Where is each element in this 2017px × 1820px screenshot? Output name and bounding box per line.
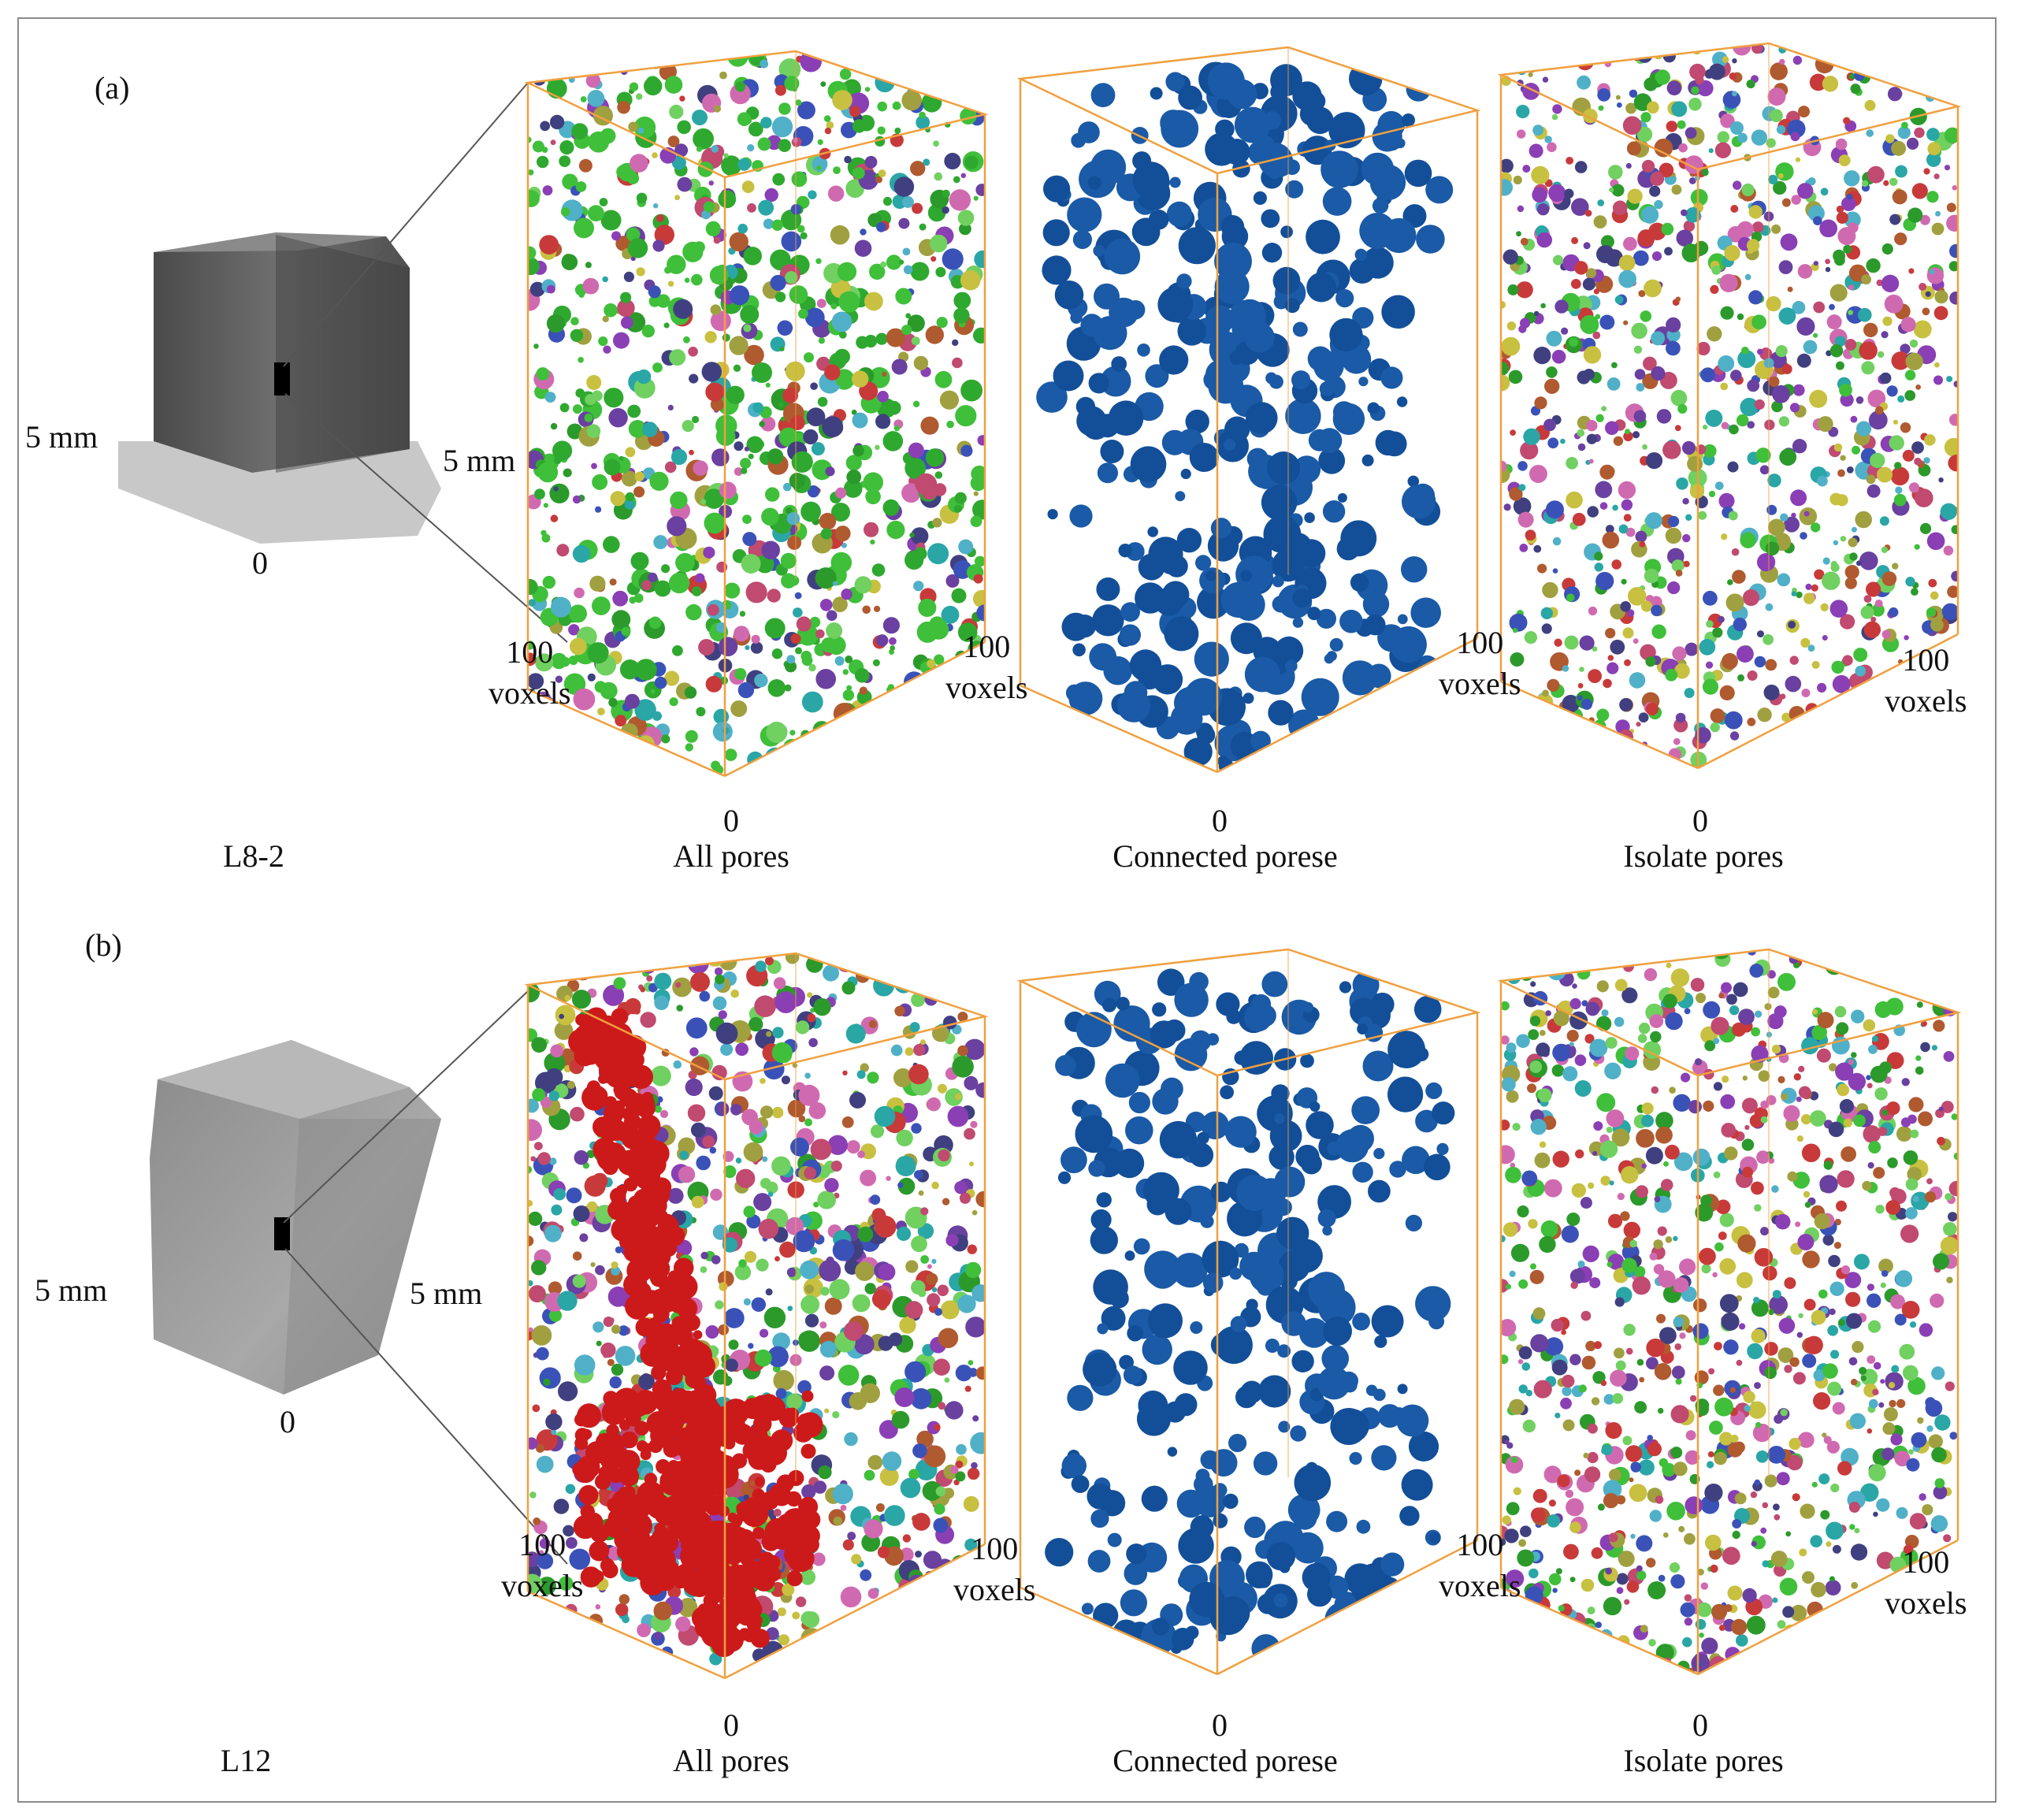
sample-region-marker-b <box>274 1217 290 1250</box>
sample-a-origin: 0 <box>252 545 268 581</box>
zoom-connectors <box>283 82 568 1565</box>
a-all-left-extent: 100 voxels <box>488 632 570 714</box>
sample-b-origin: 0 <box>280 1404 295 1439</box>
a-iso-pore-texture <box>1501 43 1958 768</box>
a-all-caption: All pores <box>673 838 789 874</box>
b-conn-volume <box>1016 948 1481 1676</box>
b-all-left-unit: voxels <box>501 1568 584 1603</box>
b-all-volume <box>524 952 989 1680</box>
b-all-left-extent: 100 voxels <box>501 1525 583 1606</box>
a-iso-right-count: 100 <box>1902 642 1950 678</box>
b-iso-origin: 0 <box>1692 1707 1708 1743</box>
a-iso-origin: 0 <box>1692 803 1708 838</box>
a-iso-right-extent: 100 voxels <box>1885 640 1967 722</box>
a-iso-volume <box>1497 42 1962 770</box>
b-iso-right-extent: 100 voxels <box>1885 1542 1967 1624</box>
sample-l8-2-image <box>118 232 441 544</box>
a-iso-caption: Isolate pores <box>1623 838 1784 874</box>
sample-b-right-dim: 5 mm <box>410 1276 483 1311</box>
sample-b-name: L12 <box>220 1743 272 1778</box>
panel-a-tag: (a) <box>95 70 130 106</box>
sample-region-marker <box>274 362 290 396</box>
b-all-right-unit: voxels <box>953 1572 1036 1607</box>
sample-b-left-dim: 5 mm <box>35 1272 108 1308</box>
b-conn-right-extent: 100 voxels <box>1439 1525 1521 1606</box>
sample-a-left-dim: 5 mm <box>25 419 98 455</box>
a-iso-right-unit: voxels <box>1885 683 1967 719</box>
a-all-left-unit: voxels <box>488 675 571 711</box>
b-conn-right-unit: voxels <box>1439 1568 1521 1603</box>
b-iso-right-unit: voxels <box>1885 1585 1967 1621</box>
b-conn-origin: 0 <box>1212 1707 1228 1743</box>
b-iso-caption: Isolate pores <box>1623 1743 1784 1778</box>
b-all-origin: 0 <box>723 1707 739 1743</box>
a-all-right-unit: voxels <box>945 670 1028 705</box>
b-all-left-count: 100 <box>518 1527 566 1562</box>
a-all-pore-texture <box>528 51 985 776</box>
a-all-origin: 0 <box>723 803 739 838</box>
a-all-volume <box>524 50 989 778</box>
a-conn-right-count: 100 <box>1456 625 1504 660</box>
figure-frame <box>17 17 1997 1803</box>
b-conn-right-count: 100 <box>1456 1527 1504 1562</box>
b-all-right-extent: 100 voxels <box>953 1528 1035 1610</box>
a-conn-caption: Connected porese <box>1113 838 1338 874</box>
a-conn-right-unit: voxels <box>1439 666 1521 701</box>
b-conn-pore-texture <box>1045 968 1455 1674</box>
b-all-right-count: 100 <box>971 1531 1019 1566</box>
b-iso-right-count: 100 <box>1902 1544 1950 1580</box>
panel-b-tag: (b) <box>85 927 122 963</box>
b-all-pore-texture <box>528 953 985 1678</box>
sample-l12-image <box>150 1040 441 1395</box>
sample-a-right-dim: 5 mm <box>443 443 516 478</box>
a-all-left-count: 100 <box>506 634 554 670</box>
a-all-right-count: 100 <box>963 629 1011 664</box>
a-all-right-extent: 100 voxels <box>945 626 1027 708</box>
b-all-caption: All pores <box>673 1743 789 1778</box>
a-conn-volume <box>1016 46 1481 774</box>
a-conn-origin: 0 <box>1212 803 1228 838</box>
b-conn-caption: Connected porese <box>1113 1743 1338 1778</box>
a-conn-right-extent: 100 voxels <box>1439 622 1521 704</box>
a-conn-pore-texture <box>1036 61 1454 772</box>
sample-a-name: L8-2 <box>223 838 284 874</box>
